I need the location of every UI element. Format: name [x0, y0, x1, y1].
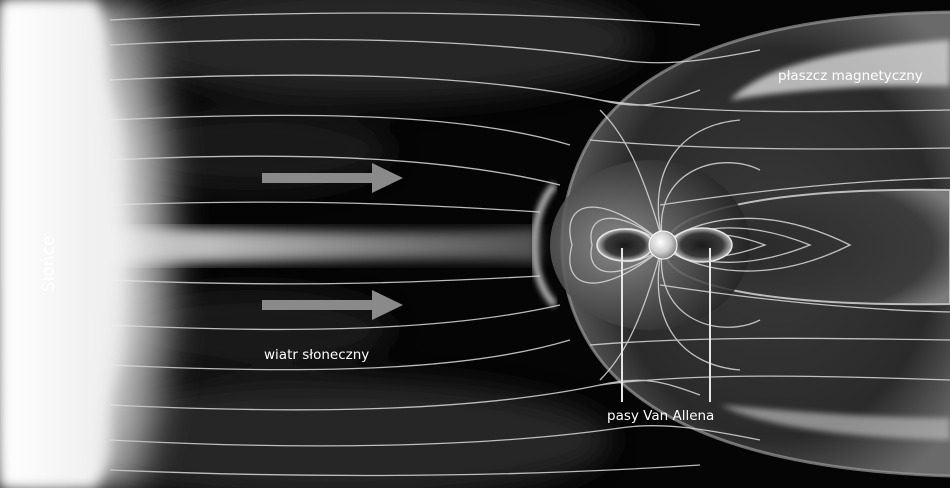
- solar-wind-label: wiatr słoneczny: [264, 347, 369, 363]
- van-allen-callout-lines: [621, 248, 711, 402]
- earth-globe: [648, 230, 678, 260]
- van-allen-belts-label: pasy Van Allena: [607, 408, 714, 424]
- van-allen-belt-left: [596, 228, 654, 262]
- lower-sheath-band: [720, 405, 950, 440]
- solar-wind-arrow: [262, 163, 403, 320]
- van-allen-belt-right: [671, 227, 733, 263]
- magnetosheath-label: płaszcz magnetyczny: [778, 68, 923, 84]
- upper-sheath-band: [730, 40, 950, 100]
- sun-glow: [0, 0, 190, 488]
- solar-wind-stream: [100, 228, 540, 264]
- field-lines: [109, 12, 950, 477]
- sun-label: Słońce: [39, 236, 59, 293]
